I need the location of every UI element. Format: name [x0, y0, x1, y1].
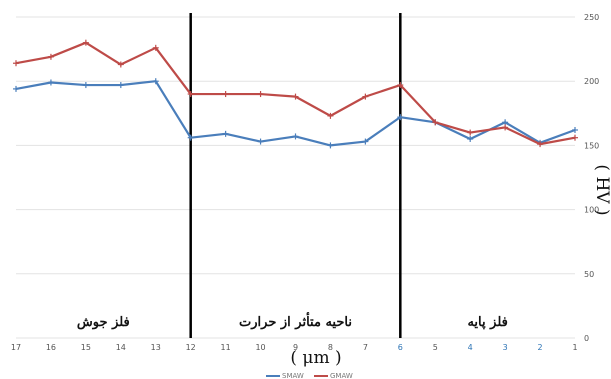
- region-labels: فلز جوش ناحیه متأثر از حرارت فلز پایه: [77, 312, 508, 330]
- y-axis-ticks: 0 50 100 150 200 250: [584, 13, 599, 343]
- x-tick-label: 10: [255, 343, 265, 352]
- x-tick-label: 7: [363, 343, 368, 352]
- series-lines: [13, 39, 578, 149]
- y-tick-label: 150: [584, 141, 599, 150]
- y-tick-label: 50: [584, 270, 594, 279]
- y-tick-label: 100: [584, 206, 599, 215]
- x-axis-ticks: 17 16 15 14 13 12 11 10 9 8 7 6 5 4 3 2 1: [11, 343, 578, 352]
- x-tick-label: 3: [503, 343, 508, 352]
- x-tick-label: 16: [46, 343, 56, 352]
- x-tick-label: 9: [293, 343, 298, 352]
- legend-label: GMAW: [330, 372, 353, 379]
- legend: SMAW GMAW: [266, 372, 353, 379]
- y-tick-label: 250: [584, 13, 599, 22]
- x-tick-label: 14: [116, 343, 126, 352]
- region-label: فلز پایه: [467, 315, 507, 330]
- x-tick-label: 13: [151, 343, 161, 352]
- series-line-gmaw: [15, 41, 576, 146]
- y-tick-label: 0: [584, 334, 589, 343]
- grid-lines: [16, 16, 575, 339]
- x-tick-label: 15: [81, 343, 91, 352]
- x-tick-label: 1: [572, 343, 577, 352]
- x-tick-label: 2: [538, 343, 543, 352]
- x-tick-label: 11: [221, 343, 231, 352]
- region-label: ناحیه متأثر از حرارت: [239, 312, 352, 330]
- y-axis-label: ( HV ): [592, 164, 611, 215]
- x-tick-label: 17: [11, 343, 21, 352]
- x-tick-label: 5: [433, 343, 438, 352]
- legend-label: SMAW: [282, 372, 304, 379]
- region-label: فلز جوش: [77, 315, 130, 330]
- x-tick-label: 12: [186, 343, 196, 352]
- x-tick-label: 4: [468, 343, 473, 352]
- x-tick-label: 6: [398, 343, 403, 352]
- x-tick-label: 8: [328, 343, 333, 352]
- x-axis-label: ( μm ): [290, 348, 341, 368]
- region-boundaries: [189, 13, 402, 338]
- y-tick-label: 200: [584, 77, 599, 86]
